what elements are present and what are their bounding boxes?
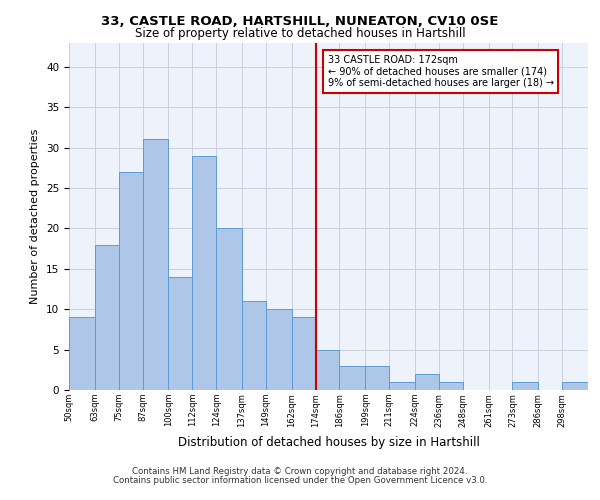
- Text: Distribution of detached houses by size in Hartshill: Distribution of detached houses by size …: [178, 436, 480, 449]
- Bar: [340, 366, 365, 390]
- Bar: [562, 382, 588, 390]
- Bar: [292, 318, 316, 390]
- Bar: [95, 244, 119, 390]
- Text: 33, CASTLE ROAD, HARTSHILL, NUNEATON, CV10 0SE: 33, CASTLE ROAD, HARTSHILL, NUNEATON, CV…: [101, 15, 499, 28]
- Bar: [119, 172, 143, 390]
- Bar: [242, 301, 266, 390]
- Y-axis label: Number of detached properties: Number of detached properties: [31, 128, 40, 304]
- Bar: [365, 366, 389, 390]
- Bar: [439, 382, 463, 390]
- Text: Size of property relative to detached houses in Hartshill: Size of property relative to detached ho…: [134, 28, 466, 40]
- Bar: [512, 382, 538, 390]
- Bar: [216, 228, 242, 390]
- Bar: [192, 156, 216, 390]
- Text: Contains HM Land Registry data © Crown copyright and database right 2024.: Contains HM Land Registry data © Crown c…: [132, 467, 468, 476]
- Bar: [266, 309, 292, 390]
- Bar: [415, 374, 439, 390]
- Bar: [143, 140, 169, 390]
- Bar: [69, 318, 95, 390]
- Bar: [389, 382, 415, 390]
- Text: Contains public sector information licensed under the Open Government Licence v3: Contains public sector information licen…: [113, 476, 487, 485]
- Bar: [316, 350, 340, 390]
- Bar: [169, 277, 192, 390]
- Text: 33 CASTLE ROAD: 172sqm
← 90% of detached houses are smaller (174)
9% of semi-det: 33 CASTLE ROAD: 172sqm ← 90% of detached…: [328, 54, 554, 88]
